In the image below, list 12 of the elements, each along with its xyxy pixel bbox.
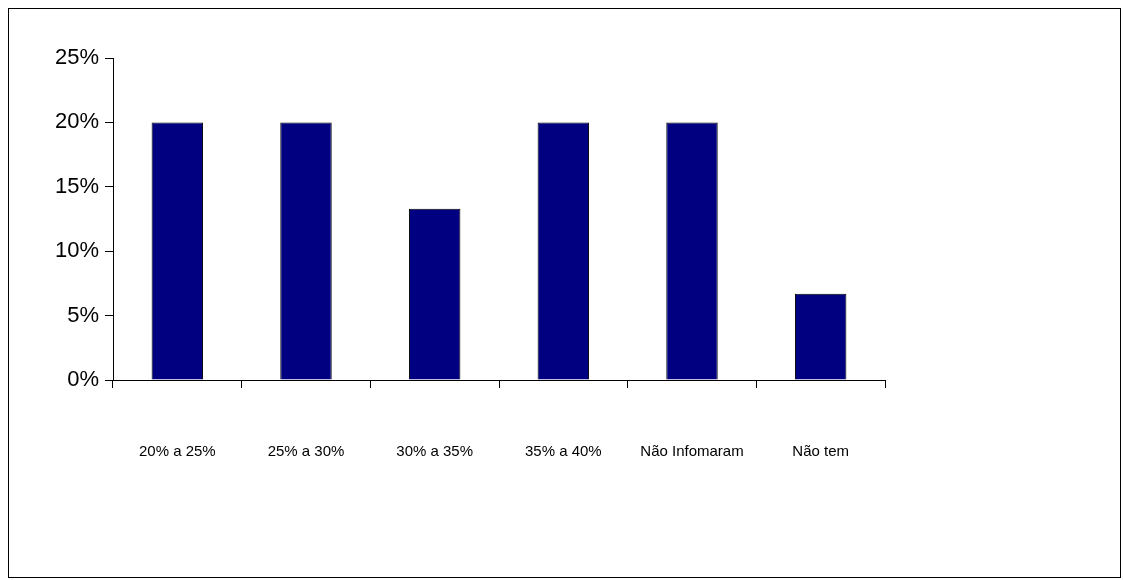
x-tick-label: Não Infomaram: [640, 442, 744, 460]
x-tick-label: 35% a 40%: [524, 442, 602, 460]
x-tick-label: 30% a 35%: [396, 442, 474, 460]
y-tick-label: 5%: [67, 301, 99, 327]
y-tick-label: 20%: [54, 108, 99, 134]
x-tick-label: 20% a 25%: [138, 442, 216, 460]
y-tick-label: 15%: [54, 172, 99, 198]
x-tick-label: 25% a 30%: [267, 442, 345, 460]
x-tick-label: Não tem: [792, 442, 850, 460]
y-tick-label: 0%: [67, 366, 99, 392]
y-tick-label: 10%: [54, 237, 99, 263]
y-tick-label: 25%: [54, 44, 99, 70]
